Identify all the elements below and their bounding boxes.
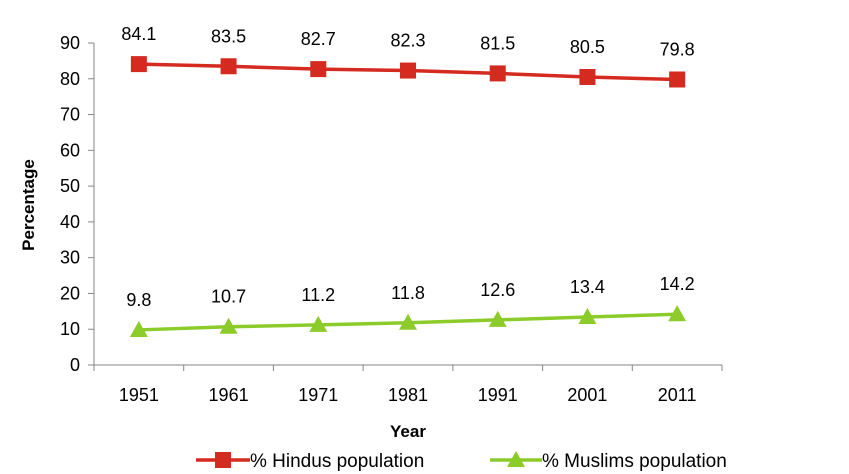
y-tick-label: 30 — [60, 248, 80, 268]
series-1-data-label: 11.2 — [301, 285, 335, 305]
legend: % Hindus population % Muslims population — [196, 451, 727, 472]
legend-swatch-marker — [215, 452, 231, 468]
series-1-point — [578, 308, 597, 325]
x-tick-label: 1951 — [119, 385, 159, 405]
series-1-data-label: 14.2 — [660, 274, 695, 294]
series-1-data-label: 12.6 — [480, 280, 515, 300]
series-1-data-label: 11.8 — [391, 283, 425, 303]
series-1-point — [399, 313, 417, 330]
series-0: 84.1 83.5 82.7 82.3 81.5 80.5 79.8 — [121, 24, 695, 88]
y-tick-label: 0 — [70, 355, 80, 375]
series-1-point — [668, 305, 687, 322]
series-0-point — [310, 61, 327, 78]
series-0-data-label: 84.1 — [121, 24, 156, 44]
y-tick-label: 10 — [60, 319, 80, 339]
series-0-point — [400, 62, 416, 79]
series-1-data-label: 9.8 — [126, 290, 151, 310]
legend-swatch-marker — [507, 451, 525, 467]
series-0-point — [220, 58, 237, 75]
series-0-point — [489, 65, 506, 82]
series-0-point — [579, 68, 596, 85]
x-axis-title: Year — [390, 422, 426, 441]
y-tick-label: 90 — [60, 33, 80, 53]
y-tick-label: 40 — [60, 212, 80, 232]
y-axis: 0 10 20 30 40 50 60 70 80 90 — [60, 33, 95, 375]
series-1-data-label: 10.7 — [211, 287, 246, 307]
x-tick-label: 1971 — [298, 385, 338, 405]
legend-label: % Hindus population — [250, 451, 424, 472]
x-tick-label: 2011 — [658, 385, 697, 405]
x-tick-label: 1991 — [478, 385, 518, 405]
series-1-point — [219, 317, 238, 334]
series-0-data-label: 80.5 — [570, 37, 605, 57]
y-tick-label: 20 — [60, 283, 80, 303]
x-axis: 1951 1961 1971 1981 1991 2001 2011 — [93, 364, 723, 405]
series-layer: 84.1 83.5 82.7 82.3 81.5 80.5 79.8 9.8 10.7 11.2 1… — [121, 24, 695, 337]
x-tick-label: 2001 — [567, 385, 607, 405]
x-tick-label: 1981 — [388, 385, 428, 405]
series-1-data-label: 13.4 — [570, 277, 605, 297]
series-1-point — [488, 310, 507, 327]
series-1-point — [129, 320, 148, 337]
series-0-data-label: 79.8 — [660, 39, 695, 59]
y-tick-label: 60 — [60, 140, 80, 160]
series-0-point — [669, 71, 686, 88]
y-tick-label: 70 — [60, 105, 80, 125]
series-1: 9.8 10.7 11.2 11.8 12.6 13.4 14.2 — [126, 274, 695, 337]
series-1-point — [309, 315, 328, 332]
series-0-point — [130, 56, 147, 73]
legend-item-0: % Hindus population — [196, 451, 424, 472]
series-0-data-label: 83.5 — [211, 26, 246, 46]
legend-item-1: % Muslims population — [490, 451, 727, 472]
series-0-data-label: 82.3 — [390, 31, 425, 51]
y-tick-label: 80 — [60, 69, 80, 89]
legend-label: % Muslims population — [542, 451, 727, 472]
series-0-data-label: 82.7 — [301, 29, 336, 49]
x-tick-label: 1961 — [209, 385, 249, 405]
y-tick-label: 50 — [60, 176, 80, 196]
series-0-data-label: 81.5 — [480, 33, 515, 53]
y-axis-title: Percentage — [19, 159, 38, 251]
